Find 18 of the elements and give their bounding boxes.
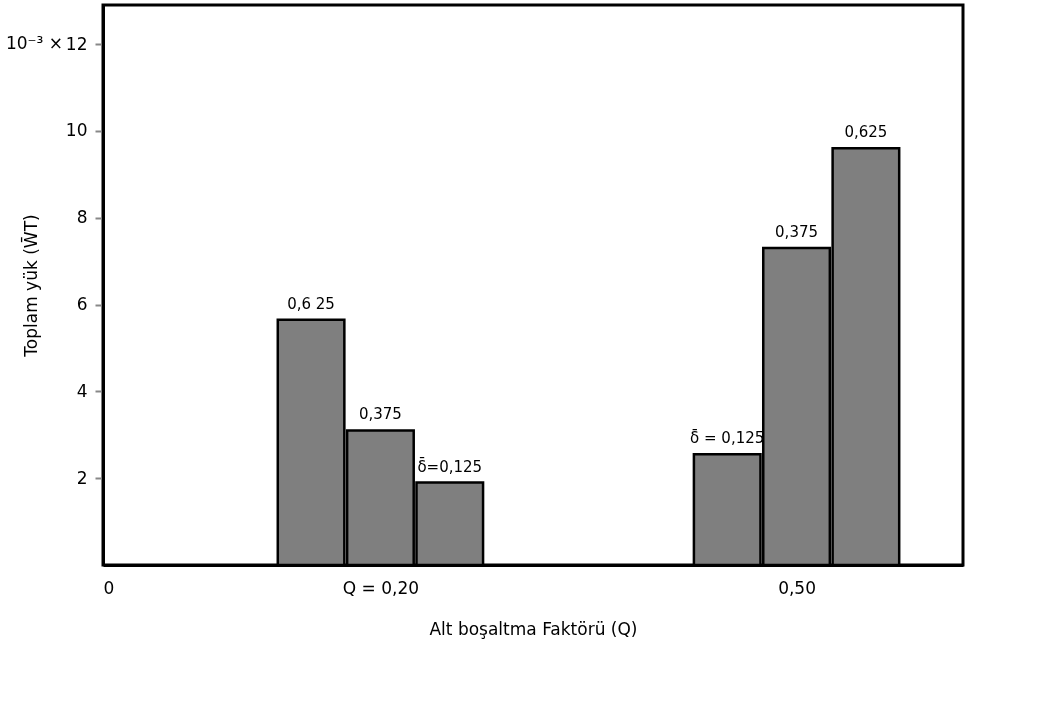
x-tick-label: Q = 0,20 bbox=[342, 577, 420, 598]
x-tick-label: 0,50 bbox=[778, 577, 816, 598]
y-tick-label: 2 bbox=[76, 467, 88, 488]
x-tick-label: 0 bbox=[103, 577, 115, 598]
annotation: δ̄ = 0,125 bbox=[690, 428, 765, 448]
annotation: 0,375 bbox=[358, 405, 402, 424]
y-tick-label: 10 bbox=[65, 120, 88, 141]
y-axis-title: Toplam yük (W̄T) bbox=[19, 214, 41, 358]
y-tick-label: 4 bbox=[76, 380, 88, 401]
y-tick-label: 6 bbox=[76, 294, 88, 315]
annotation: 0,6 25 bbox=[287, 294, 335, 313]
annotation: 0,625 bbox=[844, 123, 888, 142]
y-tick-label: 8 bbox=[76, 207, 88, 228]
annotation: δ̄=0,125 bbox=[417, 456, 483, 476]
y-tick-label: 12 bbox=[65, 33, 88, 54]
x-axis-title: Alt boşaltma Faktörü (Q) bbox=[429, 618, 638, 639]
annotation: 0,375 bbox=[775, 223, 819, 242]
text: 10⁻³ × bbox=[5, 33, 63, 54]
